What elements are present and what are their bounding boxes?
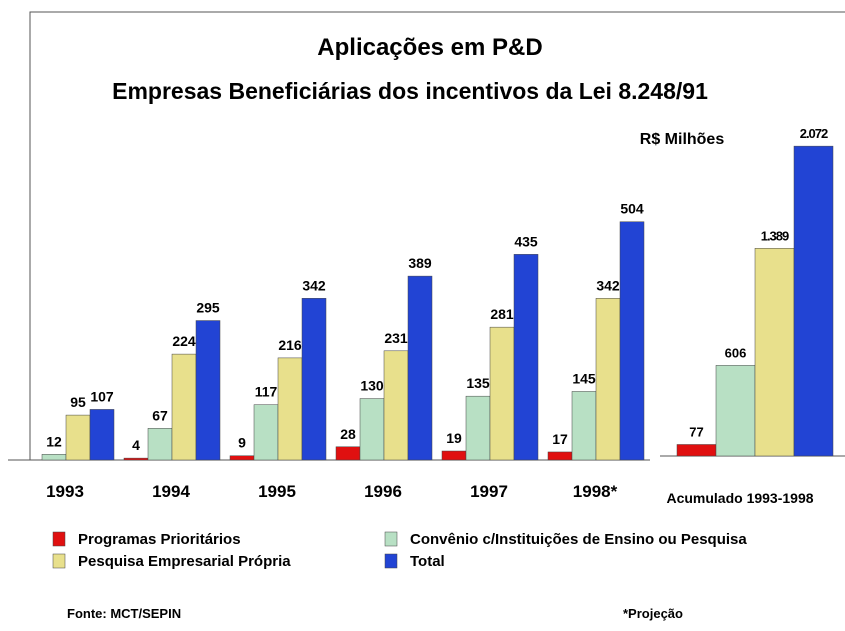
bar	[676, 444, 717, 457]
value-label: 19	[446, 430, 462, 446]
bar	[253, 404, 279, 461]
chart-subtitle: Empresas Beneficiárias dos incentivos da…	[112, 78, 708, 104]
bar	[89, 409, 115, 461]
value-label: 12	[46, 433, 62, 449]
value-label: 67	[152, 407, 168, 423]
value-label: 295	[196, 300, 220, 316]
x-tick-label: 1997	[470, 482, 508, 501]
bar	[65, 414, 91, 461]
x-tick-label: Acumulado 1993-1998	[666, 490, 813, 506]
bar	[489, 326, 515, 461]
bar	[513, 254, 539, 461]
legend-label: Convênio c/Instituições de Ensino ou Pes…	[410, 531, 747, 548]
value-label: 281	[490, 306, 514, 322]
x-tick-label: 1994	[152, 482, 190, 501]
bar	[171, 353, 197, 461]
legend-swatch	[52, 553, 66, 569]
bar	[571, 391, 597, 461]
value-label: 107	[90, 388, 114, 404]
value-label: 135	[466, 375, 490, 391]
source: Fonte: MCT/SEPIN	[67, 606, 181, 621]
bar	[383, 350, 409, 461]
bar	[147, 428, 173, 461]
x-tick-label: 1996	[364, 482, 402, 501]
value-label: 17	[552, 431, 568, 447]
legend-label: Total	[410, 553, 445, 570]
bar	[123, 457, 149, 461]
value-label: 342	[596, 277, 620, 293]
x-tick-label: 1995	[258, 482, 296, 501]
value-label: 9	[238, 435, 246, 451]
value-label: 4	[132, 437, 140, 453]
note: *Projeção	[623, 606, 683, 621]
bar	[715, 365, 756, 457]
bar	[407, 275, 433, 461]
bar	[441, 450, 467, 461]
bar	[793, 145, 834, 457]
bar	[301, 298, 327, 461]
value-label: 145	[572, 370, 596, 386]
bar	[41, 454, 67, 461]
legend-label: Pesquisa Empresarial Própria	[78, 553, 291, 570]
value-label: 224	[172, 333, 196, 349]
value-label: 28	[340, 426, 356, 442]
value-label: 231	[384, 330, 408, 346]
bar	[229, 455, 255, 461]
value-label: 1.389	[761, 228, 789, 243]
bar	[465, 395, 491, 461]
bar	[335, 446, 361, 461]
value-label: 130	[360, 378, 384, 394]
x-tick-label: 1993	[46, 482, 84, 501]
bar	[547, 451, 573, 461]
value-label: 117	[255, 384, 278, 400]
legend-swatch	[384, 531, 398, 547]
legend-swatch	[384, 553, 398, 569]
bar	[595, 298, 621, 461]
chart-title: Aplicações em P&D	[317, 34, 542, 61]
value-label: 216	[278, 337, 302, 353]
bar	[359, 398, 385, 461]
frame	[29, 11, 845, 460]
value-label: 504	[620, 201, 644, 217]
value-label: 389	[408, 255, 432, 271]
value-label: 606	[725, 345, 747, 360]
value-label: 95	[70, 394, 86, 410]
value-label: 77	[689, 424, 703, 439]
bar	[277, 357, 303, 461]
value-label: 2.072	[800, 126, 828, 141]
value-label: 342	[302, 277, 326, 293]
legend-swatch	[52, 531, 66, 547]
x-tick-label: 1998*	[573, 482, 618, 501]
bar	[619, 221, 645, 461]
bar	[754, 248, 795, 457]
legend-label: Programas Prioritários	[78, 531, 241, 548]
unit-label: R$ Milhões	[640, 131, 725, 148]
value-label: 435	[514, 233, 538, 249]
bar	[195, 320, 221, 461]
